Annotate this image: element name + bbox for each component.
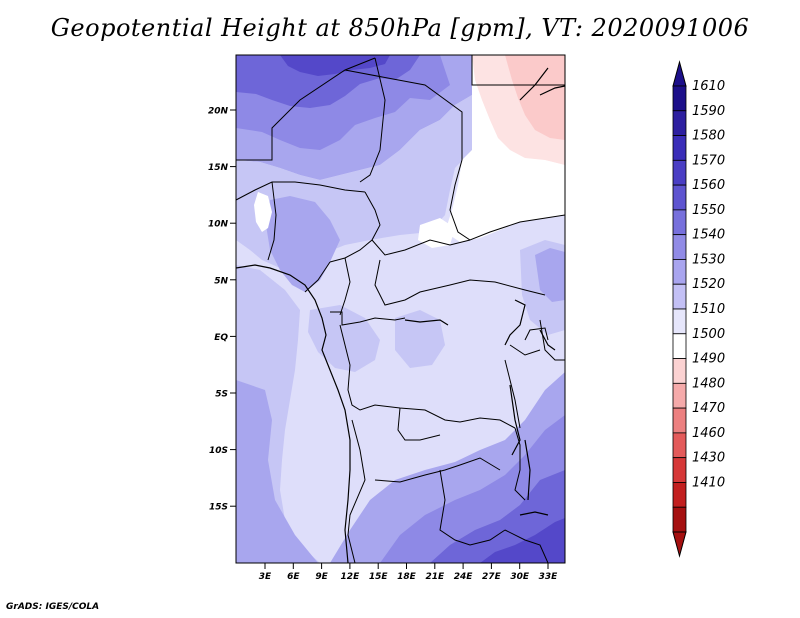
colorbar-swatch: [672, 382, 687, 409]
colorbar-label: 1460: [692, 426, 725, 441]
lat-tick-label: 10S: [209, 446, 228, 456]
field-1530-congo-east: [395, 310, 445, 368]
colorbar-label: 1430: [692, 451, 725, 466]
colorbar-bottom-arrow: [672, 531, 687, 558]
colorbar-label: 1490: [692, 352, 725, 367]
colorbar-swatch: [672, 85, 687, 112]
colorbar-swatch: [672, 482, 687, 508]
colorbar-label: 1580: [692, 129, 725, 144]
colorbar-swatch: [672, 506, 687, 533]
colorbar-swatch: [672, 234, 687, 260]
colorbar: 1610 1590 1580 1570 1560 1550 1540 1530 1520 1510…: [672, 60, 725, 558]
chart-title: Geopotential Height at 850hPa [gpm], VT:…: [50, 14, 750, 42]
lon-tick-label: 30E: [510, 572, 530, 582]
colorbar-swatch: [672, 159, 687, 186]
colorbar-label: 1480: [692, 376, 725, 391]
longitude-axis: 3E 6E 9E 12E 15E 18E 21E 24E 27E 30E 33E: [259, 563, 558, 582]
colorbar-top-arrow: [672, 60, 687, 87]
lon-tick-label: 3E: [259, 572, 272, 582]
colorbar-swatch: [672, 308, 687, 335]
coastlines: [236, 67, 565, 563]
field-white-patch: [418, 218, 455, 248]
lon-tick-label: 15E: [369, 572, 389, 582]
colorbar-swatch: [672, 457, 687, 483]
colorbar-swatch: [672, 283, 687, 310]
colorbar-label: 1470: [692, 401, 725, 416]
map-frame: [235, 54, 566, 564]
lon-tick-label: 9E: [315, 572, 328, 582]
field-1500-pink: [505, 55, 565, 140]
colorbar-label: 1610: [692, 79, 725, 94]
lon-tick-label: 24E: [454, 572, 474, 582]
colorbar-label: 1590: [692, 104, 725, 119]
field-1540-south-west: [236, 380, 318, 563]
lon-tick-label: 33E: [539, 572, 559, 582]
field-1540-east: [535, 248, 565, 302]
field-1540-west-africa: [266, 196, 340, 292]
colorbar-label: 1500: [692, 327, 725, 342]
colorbar-swatch: [672, 209, 687, 236]
colorbar-label: 1550: [692, 203, 725, 218]
colorbar-swatch: [672, 184, 687, 211]
colorbar-swatch: [672, 432, 687, 459]
colorbar-label: 1510: [692, 302, 725, 317]
colorbar-label: 1530: [692, 252, 725, 267]
colorbar-label: 1410: [692, 475, 725, 490]
colorbar-swatch: [672, 358, 687, 384]
colorbar-swatch: [672, 259, 687, 285]
latitude-axis: 20N 15N 10N 5N EQ 5S 10S 15S: [208, 107, 236, 513]
country-borders: [236, 55, 565, 563]
lon-tick-label: 27E: [482, 572, 502, 582]
colorbar-label: 1560: [692, 178, 725, 193]
lat-tick-label: 15S: [209, 503, 228, 513]
colorbar-swatch: [672, 333, 687, 359]
field-1570-north: [280, 55, 390, 76]
colorbar-label: 1540: [692, 228, 725, 243]
grads-credit: GrADS: IGES/COLA: [6, 602, 100, 612]
lat-tick-label: 10N: [208, 220, 229, 230]
field-white-lake: [254, 192, 272, 232]
lon-tick-label: 21E: [425, 572, 445, 582]
lat-tick-label: 15N: [208, 163, 229, 173]
colorbar-swatch: [672, 110, 687, 136]
lat-tick-label: EQ: [214, 333, 228, 343]
lon-tick-label: 6E: [287, 572, 300, 582]
lat-tick-label: 5N: [214, 276, 228, 286]
colorbar-label: 1570: [692, 153, 725, 168]
lon-tick-label: 18E: [397, 572, 417, 582]
colorbar-swatch: [672, 407, 687, 434]
lon-tick-label: 12E: [341, 572, 361, 582]
colorbar-label: 1520: [692, 277, 725, 292]
lat-tick-label: 20N: [208, 107, 229, 117]
colorbar-swatch: [672, 135, 687, 161]
lat-tick-label: 5S: [215, 390, 228, 400]
field-1570-south: [480, 518, 565, 563]
